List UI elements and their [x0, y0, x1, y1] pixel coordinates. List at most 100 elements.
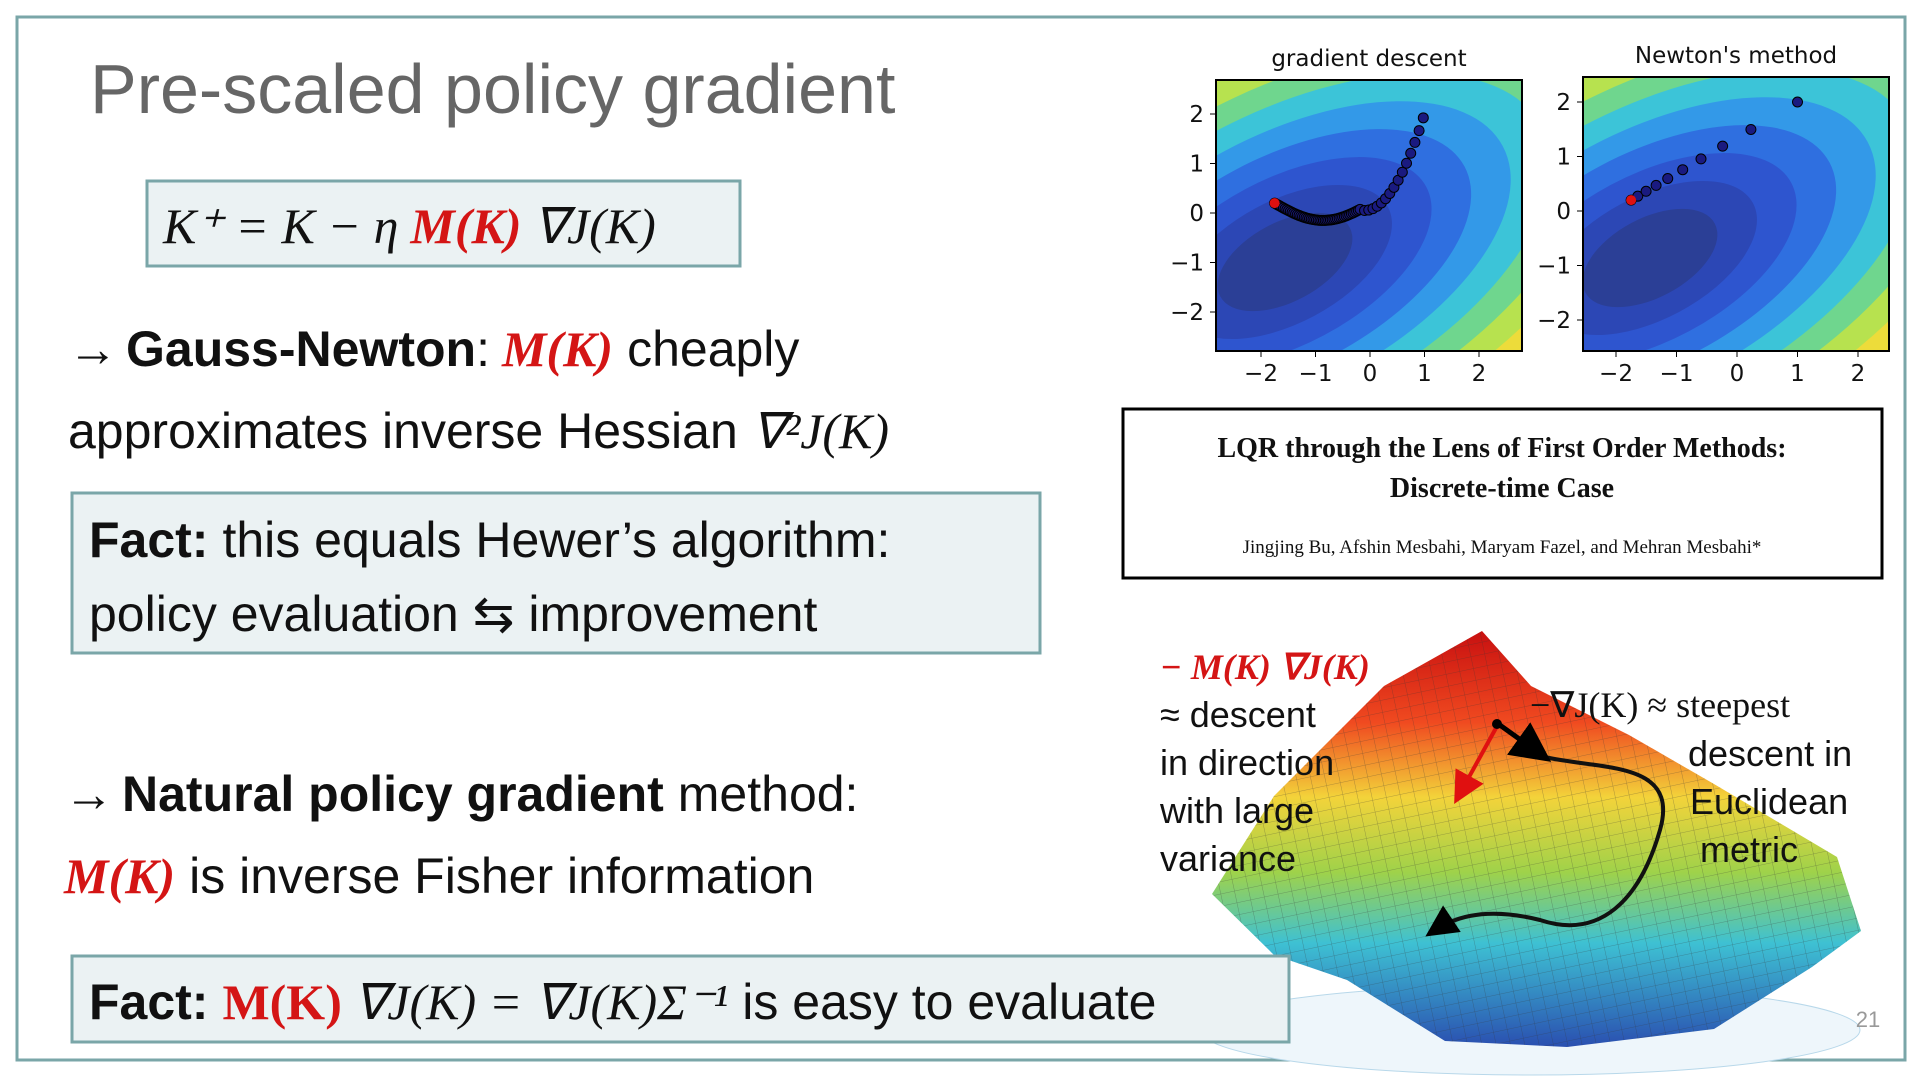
annotation: −∇J(K) ≈ steepest [1530, 685, 1790, 725]
trajectory-point [1717, 140, 1729, 152]
formula: K⁺ = K − η [162, 198, 398, 254]
fact-line: Fact: this equals Hewer’s algorithm: [89, 512, 890, 568]
y-tick-label: 1 [1556, 145, 1571, 171]
paper-title: LQR through the Lens of First Order Meth… [1217, 433, 1786, 464]
trajectory-point [1409, 136, 1421, 148]
annotation: metric [1700, 829, 1798, 870]
trajectory-point [1662, 173, 1674, 185]
start-point [1492, 719, 1502, 729]
annotation-group: descent in Euclidean metric [1688, 733, 1852, 870]
trajectory-point [1650, 179, 1662, 191]
text: cheaply [627, 321, 799, 377]
paper-authors: Jingjing Bu, Afshin Mesbahi, Maryam Faze… [1243, 537, 1762, 558]
annotation-group: ≈ descent in direction with large variance [1159, 694, 1334, 879]
y-tick-label: 2 [1556, 90, 1571, 116]
update-rule: K⁺ = K − η M(K) ∇J(K) [162, 198, 656, 254]
annotation: − M(K) ∇J(K) [1160, 647, 1370, 687]
plot-title: gradient descent [1271, 46, 1466, 72]
annotation: Euclidean [1690, 781, 1848, 822]
fact-label: Fact: [89, 974, 208, 1030]
formula-highlight: M(K) [501, 321, 613, 377]
plots: gradient descent −2 −1 0 1 2 2 1 0 −1 −2 Newton's m… [1170, 43, 1890, 387]
trajectory-point [1695, 153, 1707, 165]
annotation: in direction [1160, 742, 1334, 783]
x-tick-label: −1 [1660, 361, 1694, 387]
gauss-newton-line: approximates inverse Hessian ∇²J(K) [68, 403, 889, 459]
trajectory-point [1405, 147, 1417, 159]
start-point [1269, 198, 1280, 209]
method-name: Natural policy gradient [122, 766, 664, 822]
arrow: → [64, 766, 114, 822]
formula-highlight: − M(K) ∇J(K) [1160, 647, 1370, 687]
contour-plot [1216, 80, 1522, 351]
formula: ∇²J(K) [752, 403, 889, 459]
gauss-newton-line: → Gauss-Newton: M(K) cheaply [68, 321, 799, 377]
surface-mesh [1212, 631, 1861, 1047]
y-tick-label: −1 [1537, 254, 1571, 280]
formula: ∇J(K) = ∇J(K)Σ⁻¹ [354, 974, 728, 1030]
paper-title: Discrete-time Case [1390, 473, 1614, 504]
start-point [1626, 195, 1637, 206]
slide-border [15, 15, 1907, 1062]
surface-illustration [1199, 631, 1861, 1076]
x-tick-label: 0 [1730, 361, 1745, 387]
text: is inverse Fisher information [189, 848, 814, 904]
text: method: [678, 766, 859, 822]
x-tick-label: −1 [1299, 361, 1333, 387]
annotation: descent in [1688, 733, 1852, 774]
slide-title: Pre-scaled policy gradient [90, 50, 895, 128]
text: this equals Hewer’s algorithm: [222, 512, 890, 568]
paper-box [1121, 407, 1884, 580]
x-tick-label: 0 [1363, 361, 1378, 387]
formula: ∇J(K) [534, 198, 656, 254]
y-tick-label: 0 [1556, 199, 1571, 225]
fact-line: Fact: M(K) ∇J(K) = ∇J(K)Σ⁻¹ is easy to eval… [89, 974, 1156, 1030]
trajectory-point [1417, 112, 1429, 124]
x-tick-label: −2 [1599, 361, 1633, 387]
formula-highlight: M(K) [409, 198, 521, 254]
trajectory-point [1745, 123, 1757, 135]
contour-plot [1583, 77, 1889, 351]
method-name: Gauss-Newton [126, 321, 476, 377]
trajectory-point [1396, 166, 1408, 178]
natural-gradient-line: → Natural policy gradient method: [64, 766, 858, 822]
x-tick-label: −2 [1244, 361, 1278, 387]
fact-box [70, 491, 1042, 655]
y-tick-label: −1 [1170, 251, 1204, 277]
trajectory-point [1792, 96, 1803, 108]
x-tick-label: 1 [1790, 361, 1805, 387]
y-tick-label: 0 [1189, 201, 1204, 227]
x-tick-label: 2 [1851, 361, 1866, 387]
formula-highlight: M(K) [63, 848, 175, 904]
fact-box [70, 954, 1291, 1044]
x-tick-label: 1 [1417, 361, 1432, 387]
x-tick-label: 2 [1472, 361, 1487, 387]
y-tick-label: −2 [1170, 300, 1204, 326]
text: approximates inverse Hessian [68, 403, 738, 459]
annotation: ≈ descent [1160, 694, 1316, 735]
formula-highlight: M(K) [222, 974, 341, 1030]
plot-frame [1215, 79, 1523, 352]
y-tick-label: 2 [1189, 102, 1204, 128]
plot-frame [1582, 76, 1890, 352]
formula: −∇J(K) ≈ steepest [1530, 685, 1790, 725]
trajectory-point [1413, 125, 1425, 137]
path-arrow [1425, 755, 1665, 937]
gradient-arrow [1495, 720, 1552, 762]
y-tick-label: −2 [1537, 308, 1571, 334]
scaled-arrow [1454, 727, 1498, 805]
contour [1583, 208, 1718, 308]
formula-box [145, 179, 742, 268]
trajectory-point [1677, 164, 1689, 176]
annotation: with large [1159, 790, 1314, 831]
fact-line: policy evaluation ⇆ improvement [89, 586, 817, 642]
annotation: variance [1160, 838, 1296, 879]
y-tick-label: 1 [1189, 152, 1204, 178]
plot-title: Newton's method [1635, 43, 1837, 69]
colon: : [476, 321, 490, 377]
contour [1217, 212, 1353, 312]
text: is easy to evaluate [742, 974, 1156, 1030]
